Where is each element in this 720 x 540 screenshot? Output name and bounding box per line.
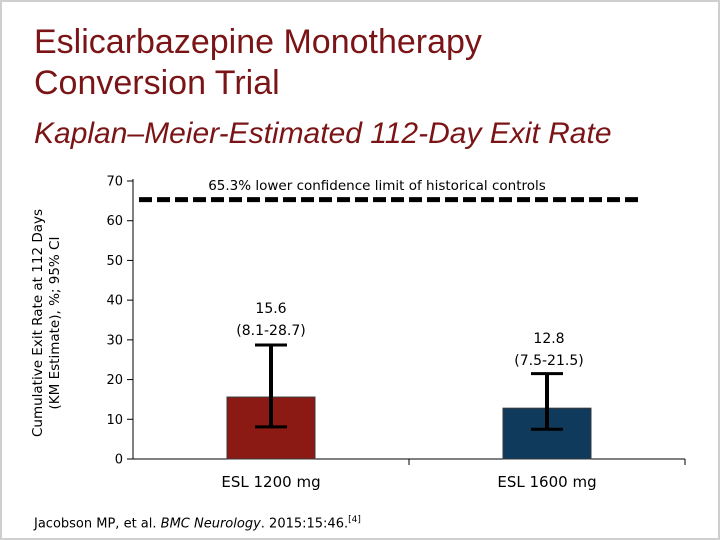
y-tick-label: 10 — [106, 413, 123, 428]
y-tick-label: 60 — [106, 214, 123, 229]
y-tick-label: 0 — [115, 453, 123, 468]
ci-label: (7.5-21.5) — [514, 353, 583, 369]
title-line-1: Eslicarbazepine Monotherapy — [34, 23, 482, 61]
ci-label: (8.1-28.7) — [236, 323, 305, 339]
title-line-2: Conversion Trial — [34, 64, 280, 102]
y-tick-label: 70 — [106, 175, 123, 190]
x-category-label: ESL 1200 mg — [221, 473, 320, 491]
value-label: 12.8 — [533, 331, 564, 347]
citation-ref: [4] — [348, 515, 361, 525]
y-tick-label: 40 — [106, 294, 123, 309]
value-label: 15.6 — [255, 301, 286, 317]
citation: Jacobson MP, et al. BMC Neurology. 2015:… — [34, 515, 361, 531]
y-tick-label: 50 — [106, 254, 123, 269]
citation-journal: BMC Neurology — [160, 516, 261, 532]
y-tick-label: 20 — [106, 373, 123, 388]
slide-title: Eslicarbazepine Monotherapy Conversion T… — [34, 22, 482, 104]
x-category-label: ESL 1600 mg — [497, 473, 596, 491]
citation-details: . 2015:15:46. — [260, 516, 349, 532]
citation-prefix: Jacobson MP, et al. — [34, 516, 161, 532]
chart-subtitle: Kaplan–Meier-Estimated 112-Day Exit Rate — [34, 117, 612, 150]
reference-line-label: 65.3% lower confidence limit of historic… — [208, 178, 546, 194]
y-tick-label: 30 — [106, 333, 123, 348]
